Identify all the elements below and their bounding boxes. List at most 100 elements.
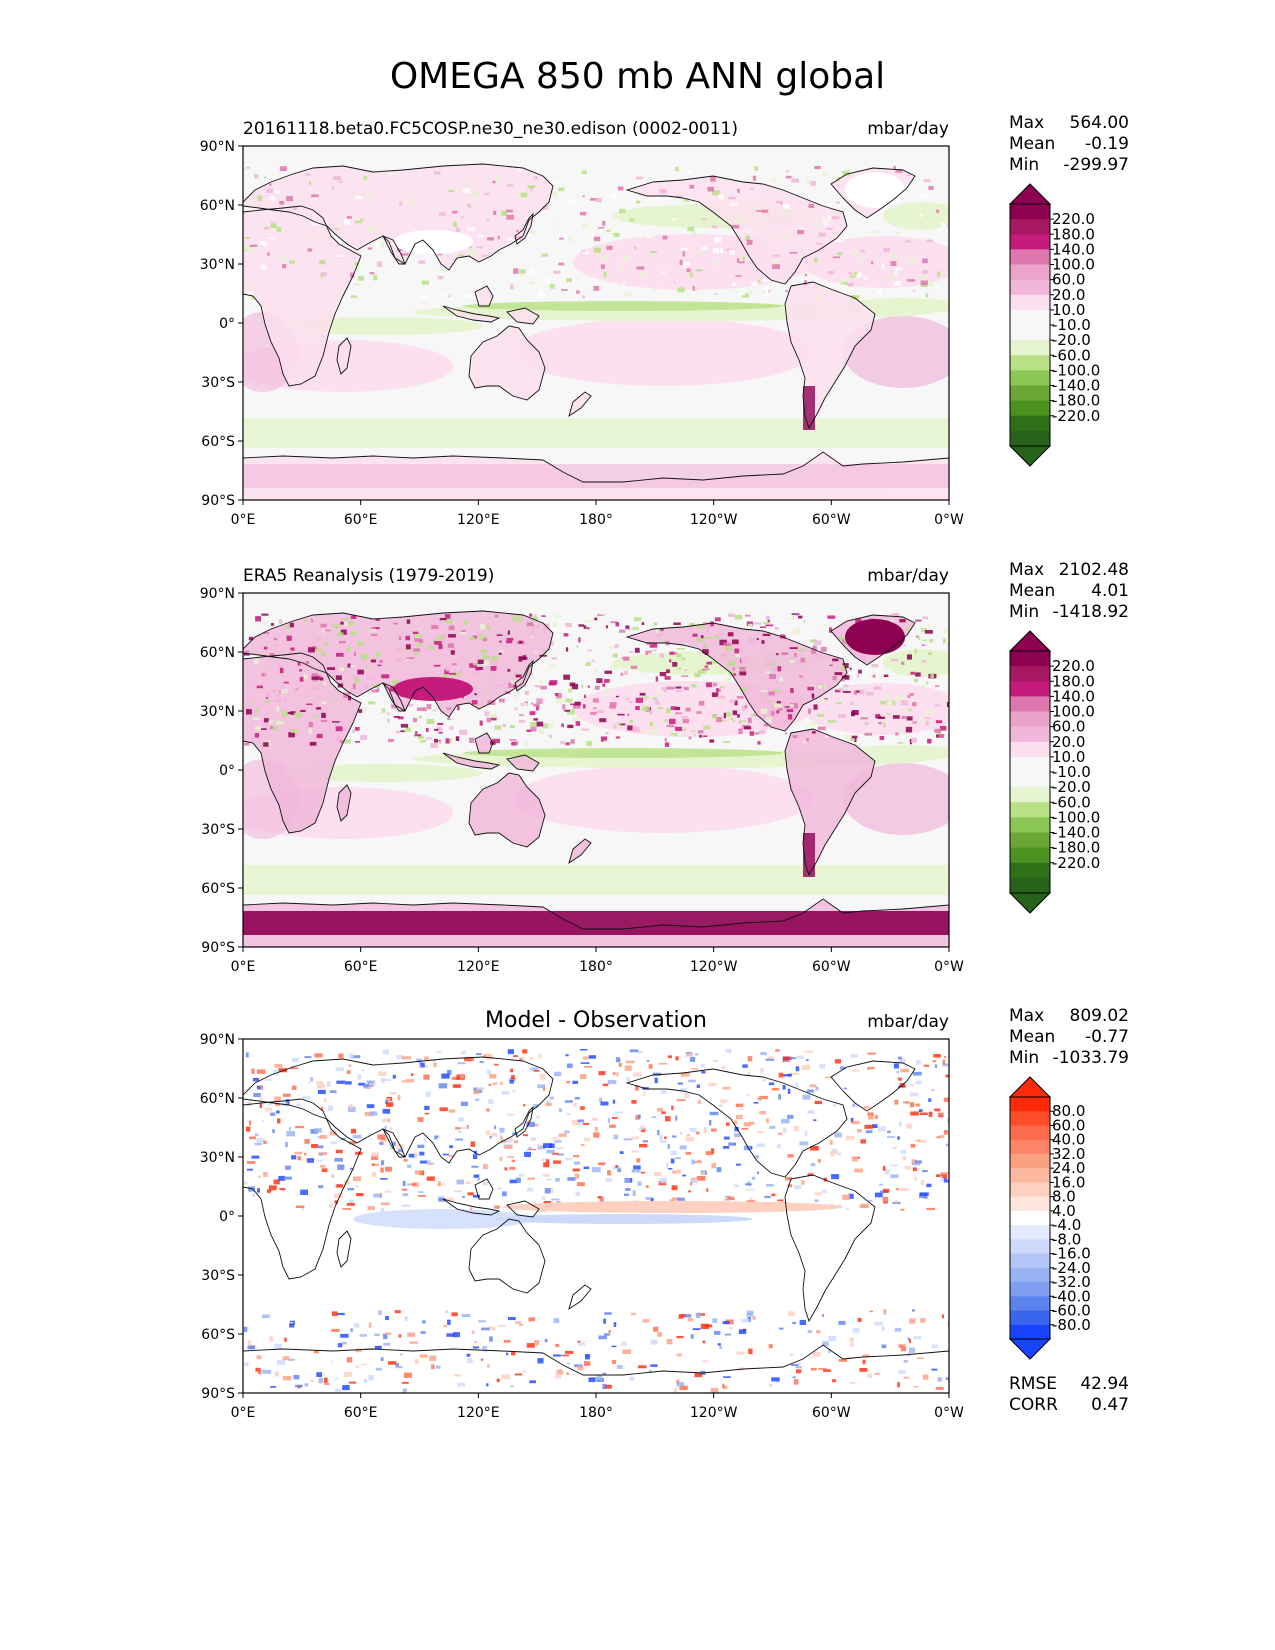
colorbar-swatch (1010, 1196, 1050, 1212)
colorbar-label: 100.0 (1052, 703, 1095, 721)
panel-units: mbar/day (867, 1012, 949, 1032)
lon-label: 180° (579, 512, 613, 528)
lon-label: 120°E (457, 512, 500, 528)
colorbar-swatch (1010, 430, 1050, 447)
colorbar-swatch (1010, 862, 1050, 879)
lat-label: 30°N (200, 257, 235, 273)
diff-speckles (243, 1049, 949, 1393)
stat-label: Mean (1009, 134, 1055, 154)
colorbar-label: -60.0 (1052, 346, 1091, 364)
lat-label: 30°S (201, 375, 235, 391)
colorbar-label: 220.0 (1052, 210, 1095, 228)
colorbar-swatch (1010, 741, 1050, 758)
lat-label: 60°S (201, 881, 235, 897)
colorbar-label: 24.0 (1052, 1159, 1085, 1177)
panel-diff: Model - Observation mbar/day 90°N 60°N 30°N 0… (200, 1006, 1129, 1421)
map-plot-obs (243, 593, 949, 947)
lat-label: 0° (219, 763, 235, 779)
lon-label: 120°W (690, 959, 738, 975)
colorbar-label: -100.0 (1052, 808, 1100, 826)
lon-label: 0°W (934, 959, 964, 975)
colorbar-under-extend (1008, 1338, 1052, 1360)
colorbar: 220.0180.0140.0100.060.020.010.0-10.0-20… (1008, 630, 1100, 914)
stat-label: Mean (1009, 581, 1055, 601)
colorbar-label: -16.0 (1052, 1245, 1091, 1263)
colorbar-swatch (1010, 415, 1050, 432)
panel-obs: ERA5 Reanalysis (1979-2019) mbar/day 90°N 6… (200, 560, 1129, 975)
colorbar-swatch (1010, 1310, 1050, 1326)
colorbar-label: 80.0 (1052, 1102, 1085, 1120)
colorbar-swatch (1010, 385, 1050, 402)
stat-value: -0.19 (1085, 134, 1129, 154)
colorbar-label: 16.0 (1052, 1173, 1085, 1191)
lon-label: 60°E (344, 959, 378, 975)
panel-model: 20161118.beta0.FC5COSP.ne30_ne30.edison … (200, 113, 1129, 528)
greenland-field (845, 172, 905, 208)
colorbar-swatch (1010, 370, 1050, 387)
lat-label: 90°N (200, 586, 235, 602)
colorbar-label: -4.0 (1052, 1216, 1081, 1234)
colorbar-swatch (1010, 802, 1050, 818)
colorbar-under-extend (1008, 892, 1052, 914)
colorbar-label: -140.0 (1052, 824, 1100, 842)
colorbar-label: 32.0 (1052, 1145, 1085, 1163)
stat-value: -1418.92 (1053, 602, 1129, 622)
spcz-diff (493, 1214, 753, 1224)
colorbar-swatch (1010, 204, 1050, 220)
colorbar-label: -140.0 (1052, 377, 1100, 395)
colorbar-label: 180.0 (1052, 225, 1095, 243)
andes-field (803, 386, 815, 430)
colorbar-swatch (1010, 400, 1050, 417)
field-speckles (243, 166, 946, 300)
lat-label: 90°S (201, 940, 235, 956)
colorbar-label: 140.0 (1052, 687, 1095, 705)
colorbar-label: -60.0 (1052, 1302, 1091, 1320)
colorbar-swatch (1010, 355, 1050, 371)
colorbar-label: 4.0 (1052, 1202, 1076, 1220)
colorbar-label: -80.0 (1052, 1316, 1091, 1334)
colorbar-swatch (1010, 1210, 1050, 1226)
colorbar-label: 140.0 (1052, 240, 1095, 258)
stat-label: Min (1009, 602, 1039, 622)
colorbar: 220.0180.0140.0100.060.020.010.0-10.0-20… (1008, 183, 1100, 467)
colorbar-swatch (1010, 1253, 1050, 1269)
colorbar-label: -10.0 (1052, 316, 1091, 334)
colorbar-label: 60.0 (1052, 271, 1085, 289)
colorbar-label: -10.0 (1052, 763, 1091, 781)
lat-label: 60°N (200, 645, 235, 661)
greenland-diff (851, 1069, 899, 1097)
colorbar-swatch (1010, 294, 1050, 311)
lon-label: 180° (579, 959, 613, 975)
lon-label: 0°E (231, 959, 256, 975)
colorbar-swatch (1010, 279, 1050, 296)
colorbar-swatch (1010, 847, 1050, 864)
lon-label: 0°W (934, 1405, 964, 1421)
colorbar-swatch (1010, 1282, 1050, 1297)
stat-label: Min (1009, 155, 1039, 175)
colorbar-swatch (1010, 756, 1050, 773)
colorbar-under-extend (1008, 445, 1052, 467)
lat-label: 30°S (201, 822, 235, 838)
panel-title-left: 20161118.beta0.FC5COSP.ne30_ne30.edison … (243, 119, 738, 139)
lon-label: 0°E (231, 1405, 256, 1421)
stat-value: 564.00 (1070, 113, 1129, 133)
colorbar-swatch (1010, 264, 1050, 281)
colorbar-frame (1009, 1096, 1051, 1340)
colorbar-label: -20.0 (1052, 778, 1091, 796)
colorbar-swatch (1010, 817, 1050, 834)
colorbar-swatch (1010, 787, 1050, 803)
colorbar-swatch (1010, 1168, 1050, 1183)
colorbar-swatch (1010, 1182, 1050, 1198)
colorbar-label: 60.0 (1052, 718, 1085, 736)
colorbar-label: 60.0 (1052, 1116, 1085, 1134)
lat-label: 30°N (200, 704, 235, 720)
colorbar-label: 8.0 (1052, 1188, 1076, 1206)
stat-value: -299.97 (1063, 155, 1129, 175)
metric-label: RMSE (1009, 1374, 1057, 1394)
colorbar-label: -220.0 (1052, 407, 1100, 425)
stat-value: -0.77 (1085, 1027, 1129, 1047)
metric-value: 0.47 (1091, 1395, 1129, 1415)
lat-label: 60°S (201, 434, 235, 450)
colorbar-swatch (1010, 772, 1050, 788)
stat-label: Min (1009, 1048, 1039, 1068)
